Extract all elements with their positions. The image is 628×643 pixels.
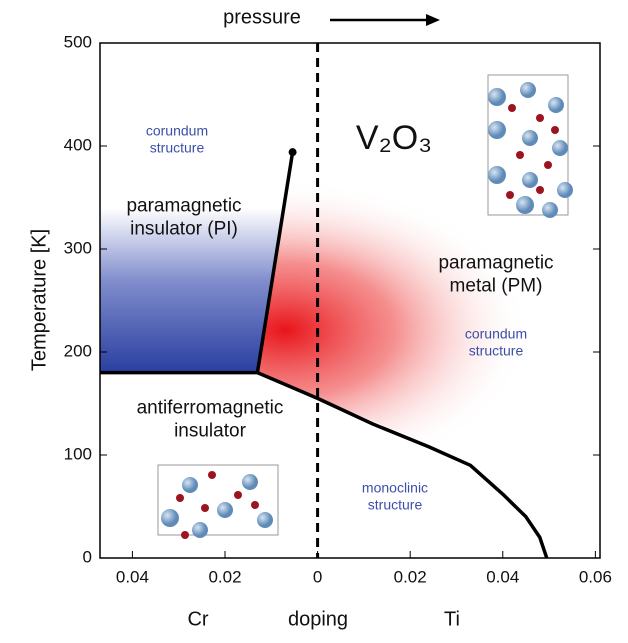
y-tick-label: 300 (64, 238, 92, 257)
x-label: doping (288, 608, 348, 630)
annotation: antiferromagnetic insulator (137, 398, 284, 442)
y-tick-label: 100 (64, 444, 92, 463)
pi-region (100, 208, 284, 372)
phase-boundary (255, 151, 295, 373)
crystal-top (487, 74, 573, 218)
y-tick-label: 0 (83, 547, 92, 566)
x-label: Cr (187, 608, 208, 630)
y-tick-label: 400 (64, 135, 92, 154)
annotation: paramagnetic insulator (PI) (126, 196, 241, 240)
pm-region (258, 180, 530, 480)
annotation: corundum structure (146, 122, 208, 155)
x-tick-label: 0.02 (208, 567, 241, 586)
x-tick-label: 0.06 (579, 567, 612, 586)
x-tick-label: 0 (313, 567, 322, 586)
compound: V₂O₃ (356, 119, 432, 157)
pressure-arrow-head (426, 14, 440, 26)
annotation: monoclinic structure (362, 479, 428, 512)
x-tick-label: 0.04 (486, 567, 519, 586)
x-label: Ti (444, 608, 460, 630)
phase-boundary (256, 370, 549, 559)
critical-point (288, 148, 297, 157)
y-axis-label: Temperature [K] (28, 229, 50, 371)
x-tick-label: 0.02 (394, 567, 427, 586)
y-tick-label: 200 (64, 341, 92, 360)
y-tick-label: 500 (64, 32, 92, 51)
crystal-bottom (157, 464, 279, 539)
pressure-label: pressure (223, 6, 301, 28)
plot-frame (99, 42, 601, 559)
annotation: paramagnetic metal (PM) (438, 253, 553, 297)
annotation: corundum structure (465, 325, 527, 358)
x-tick-label: 0.04 (116, 567, 149, 586)
